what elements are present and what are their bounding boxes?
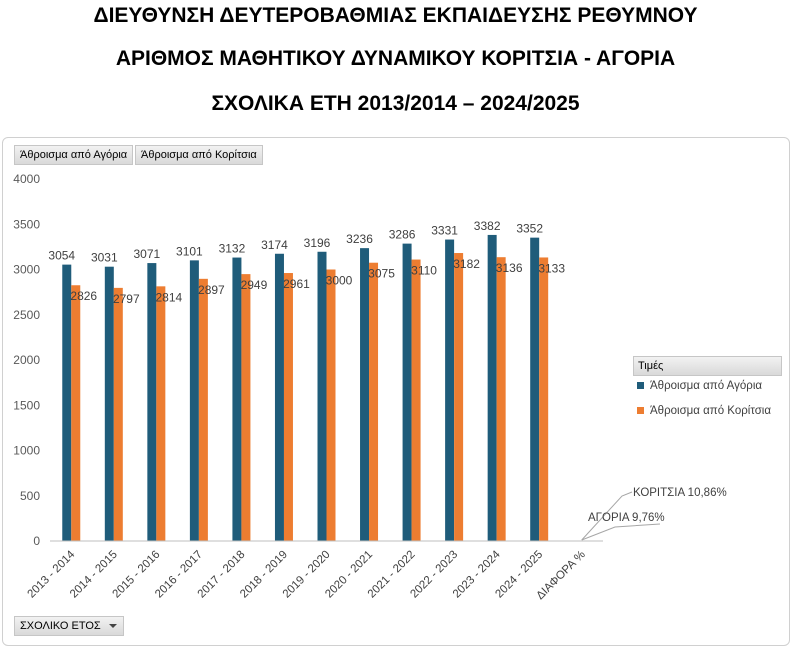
- bar-boys-3[interactable]: [189, 260, 199, 541]
- y-tick-label-6: 3000: [13, 263, 40, 277]
- bar-boys-8[interactable]: [402, 243, 412, 541]
- y-tick-label-0: 0: [33, 534, 40, 548]
- legend-header[interactable]: Τιμές: [633, 356, 782, 376]
- pivot-chart-frame[interactable]: [2, 137, 790, 646]
- data-label-boys-6: 3196: [304, 236, 331, 250]
- annotation-leader-boys: [581, 523, 661, 541]
- data-label-girls-11: 3133: [538, 261, 565, 275]
- bar-boys-10[interactable]: [487, 234, 497, 541]
- bar-girls-6[interactable]: [326, 269, 336, 542]
- bar-girls-7[interactable]: [369, 262, 379, 541]
- data-label-girls-0: 2826: [70, 289, 97, 303]
- data-label-boys-2: 3071: [133, 247, 160, 261]
- data-label-girls-6: 3000: [326, 274, 353, 288]
- annotation-girls: ΚΟΡΙΤΣΙΑ 10,86%: [633, 487, 727, 499]
- bar-boys-4[interactable]: [232, 257, 242, 541]
- legend-label-boys: Άθροισμα από Αγόρια: [650, 380, 763, 392]
- bar-girls-9[interactable]: [454, 253, 464, 542]
- data-label-boys-10: 3382: [474, 219, 501, 233]
- data-label-girls-7: 3075: [368, 267, 395, 281]
- bar-girls-1[interactable]: [113, 287, 123, 541]
- dropdown-arrow-icon: [108, 624, 117, 628]
- data-label-girls-10: 3136: [496, 261, 523, 275]
- bar-boys-2[interactable]: [147, 263, 157, 541]
- data-label-boys-7: 3236: [346, 232, 373, 246]
- bar-girls-4[interactable]: [241, 274, 251, 541]
- y-tick-label-4: 2000: [13, 353, 40, 367]
- field-button-boys[interactable]: Άθροισμα από Αγόρια: [14, 145, 134, 165]
- bar-boys-6[interactable]: [317, 251, 327, 541]
- bar-girls-10[interactable]: [496, 257, 506, 541]
- bars: [62, 234, 549, 542]
- bar-girls-2[interactable]: [156, 286, 166, 541]
- legend-swatch-boys: [637, 382, 644, 390]
- y-tick-label-1: 500: [20, 489, 40, 503]
- legend-item-boys[interactable]: Άθροισμα από Αγόρια: [637, 380, 762, 392]
- data-label-girls-8: 3110: [411, 264, 437, 278]
- legend-item-girls[interactable]: Άθροισμα από Κορίτσια: [637, 405, 771, 417]
- title-line-3: ΣΧΟΛΙΚΑ ΕΤΗ 2013/2014 – 2024/2025: [211, 92, 580, 115]
- y-tick-label-2: 1000: [13, 444, 40, 458]
- data-label-boys-9: 3331: [431, 224, 458, 238]
- data-label-girls-2: 2814: [155, 290, 182, 304]
- legend-label-girls: Άθροισμα από Κορίτσια: [650, 405, 772, 417]
- y-tick-label-7: 3500: [13, 217, 40, 231]
- bar-boys-1[interactable]: [104, 266, 114, 541]
- bar-boys-11[interactable]: [530, 237, 540, 542]
- title-line-2: ΑΡΙΘΜΟΣ ΜΑΘΗΤΙΚΟΥ ΔΥΝΑΜΙΚΟΥ ΚΟΡΙΤΣΙΑ - Α…: [115, 47, 676, 70]
- axis-field-label: ΣΧΟΛΙΚΟ ΕΤΟΣ: [20, 620, 101, 632]
- data-label-boys-5: 3174: [261, 238, 288, 252]
- data-label-girls-5: 2961: [283, 277, 310, 291]
- data-label-girls-4: 2949: [241, 278, 268, 292]
- y-axis: 0 500 1000 1500 2000 2500 3000 3500 4000: [13, 172, 40, 548]
- data-label-girls-3: 2897: [198, 283, 225, 297]
- y-tick-label-5: 2500: [13, 308, 40, 322]
- data-label-girls-9: 3182: [453, 257, 480, 271]
- data-label-boys-8: 3286: [389, 228, 416, 242]
- bar-girls-11[interactable]: [539, 257, 549, 541]
- field-button-girls[interactable]: Άθροισμα από Κορίτσια: [135, 145, 263, 165]
- bar-girls-0[interactable]: [71, 285, 81, 541]
- data-label-girls-1: 2797: [113, 292, 140, 306]
- data-label-boys-11: 3352: [516, 222, 543, 236]
- data-label-boys-1: 3031: [91, 251, 118, 265]
- bar-boys-7[interactable]: [360, 248, 370, 541]
- annotation-boys: ΑΓΟΡΙΑ 9,76%: [588, 512, 665, 524]
- bar-boys-5[interactable]: [274, 253, 284, 542]
- bar-girls-8[interactable]: [411, 259, 421, 541]
- bar-boys-9[interactable]: [445, 239, 455, 541]
- legend-swatch-girls: [637, 407, 644, 415]
- title-line-1: ΔΙΕΥΘΥΝΣΗ ΔΕΥΤΕΡΟΒΑΘΜΙΑΣ ΕΚΠΑΙΔΕΥΣΗΣ ΡΕΘ…: [93, 4, 698, 27]
- data-label-boys-4: 3132: [219, 242, 246, 256]
- annotations: ΚΟΡΙΤΣΙΑ 10,86% ΑΓΟΡΙΑ 9,76%: [581, 487, 727, 541]
- annotation-leader-girls: [581, 491, 633, 541]
- bar-girls-5[interactable]: [283, 273, 293, 541]
- bar-boys-0[interactable]: [62, 264, 72, 541]
- data-labels: 3054 2826 3031 2797 3071 2814 3101 2897 3132 2949…: [48, 219, 565, 306]
- y-tick-label-3: 1500: [13, 398, 40, 412]
- axis-field-dropdown[interactable]: ΣΧΟΛΙΚΟ ΕΤΟΣ: [14, 616, 124, 636]
- data-label-boys-0: 3054: [48, 249, 75, 263]
- bar-girls-3[interactable]: [198, 278, 208, 541]
- data-label-boys-3: 3101: [176, 244, 203, 258]
- y-tick-label-8: 4000: [13, 172, 40, 186]
